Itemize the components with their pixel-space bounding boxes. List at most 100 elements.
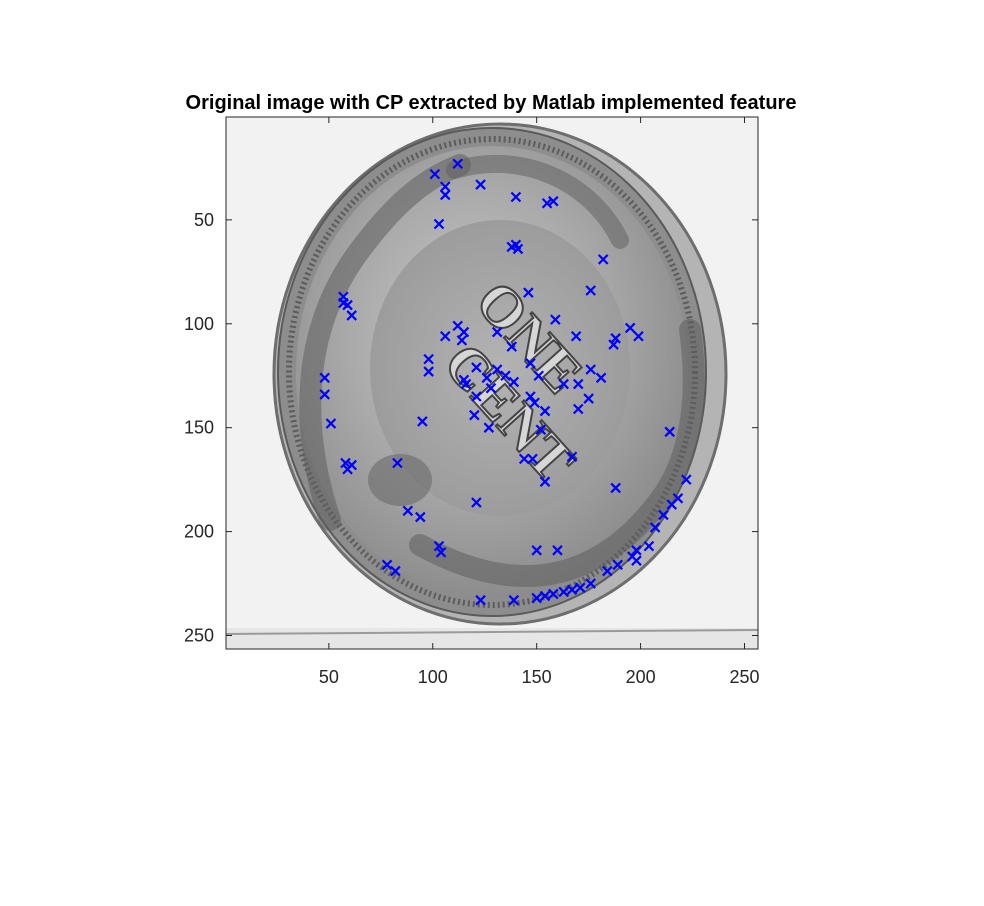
control-point-marker: [471, 391, 482, 402]
control-point-marker: [531, 592, 542, 604]
control-point-marker: [550, 314, 561, 325]
control-point-marker: [585, 578, 596, 589]
control-point-marker: [572, 403, 584, 415]
control-point-marker: [415, 511, 426, 523]
control-point-marker: [539, 590, 551, 602]
control-point-marker: [624, 322, 636, 334]
control-point-marker: [460, 378, 472, 390]
control-point-marker: [433, 540, 445, 552]
control-point-marker: [525, 391, 536, 402]
control-point-marker: [510, 191, 522, 203]
control-point-marker: [471, 362, 482, 373]
coin-image: ONE CENT: [226, 117, 758, 649]
control-point-marker: [610, 333, 621, 344]
x-tick-label: 100: [418, 667, 448, 687]
control-point-marker: [602, 565, 613, 577]
control-point-marker: [541, 197, 553, 209]
control-point-marker: [319, 389, 330, 400]
control-point-marker: [552, 545, 563, 556]
control-point-marker: [585, 364, 596, 375]
y-tick-label: 100: [184, 314, 214, 334]
control-point-marker: [583, 393, 594, 404]
x-tick-label: 200: [626, 667, 656, 687]
control-point-marker: [525, 357, 536, 369]
control-point-marker: [570, 330, 582, 342]
control-point-marker: [491, 364, 503, 375]
y-tick-label: 200: [184, 522, 214, 542]
control-point-marker: [429, 168, 441, 180]
y-tick-label: 150: [184, 418, 214, 438]
control-point-marker: [585, 285, 596, 296]
x-tick-label: 250: [729, 667, 759, 687]
control-point-marker: [491, 326, 503, 338]
control-point-marker: [485, 382, 497, 394]
control-point-marker: [512, 243, 524, 255]
control-point-marker: [535, 424, 547, 436]
control-point-marker: [475, 179, 486, 190]
control-point-marker: [508, 376, 520, 388]
control-point-marker: [566, 584, 578, 596]
control-point-marker: [346, 310, 358, 321]
chart-title: Original image with CP extracted by Matl…: [186, 92, 797, 114]
axis-ticks: 50 100 150 200 250 50 100 150 200 250: [184, 117, 760, 687]
control-point-marker: [649, 522, 661, 533]
control-point-marker: [458, 326, 470, 338]
control-point-marker: [531, 545, 542, 556]
control-point-marker: [439, 181, 451, 192]
control-point-marker: [439, 330, 451, 342]
control-point-marker: [346, 459, 358, 471]
control-point-marker: [506, 341, 518, 352]
control-point-marker: [533, 370, 545, 382]
control-point-marker: [319, 372, 330, 384]
control-point-marker: [572, 378, 584, 390]
control-point-marker: [527, 453, 538, 465]
control-point-marker: [664, 426, 675, 438]
control-point-marker: [575, 582, 586, 593]
control-point-marker: [402, 505, 414, 517]
control-point-marker: [566, 451, 578, 463]
control-point-marker: [452, 158, 463, 170]
control-point-marker: [608, 339, 619, 350]
control-point-marker: [433, 218, 445, 230]
control-point-marker: [483, 422, 495, 433]
x-tick-label: 150: [522, 667, 552, 687]
control-point-marker: [681, 474, 692, 485]
control-point-marker: [423, 353, 434, 365]
control-point-marker: [381, 559, 393, 571]
control-point-marker: [423, 366, 434, 377]
axes-box: [225, 116, 759, 650]
control-point-marker: [508, 594, 520, 606]
control-point-marker: [595, 372, 607, 384]
control-point-marker: [475, 594, 486, 606]
control-points: [319, 158, 692, 606]
control-point-marker: [456, 335, 468, 346]
control-point-marker: [481, 372, 493, 384]
control-point-marker: [539, 476, 551, 487]
control-point-marker: [390, 565, 401, 577]
control-point-marker: [631, 545, 642, 556]
control-point-marker: [340, 457, 351, 469]
control-point-marker: [417, 416, 428, 427]
x-tick-label: 50: [319, 667, 339, 687]
control-point-marker: [500, 370, 511, 382]
control-point-marker: [523, 287, 534, 298]
control-point-marker: [612, 559, 624, 571]
control-point-marker: [558, 586, 569, 598]
control-point-marker: [469, 409, 480, 421]
control-point-marker: [325, 418, 337, 429]
control-point-marker: [529, 397, 540, 409]
control-point-marker: [610, 482, 621, 494]
control-point-marker: [633, 330, 644, 342]
control-point-marker: [471, 497, 482, 508]
control-point-marker: [439, 189, 451, 201]
control-point-marker: [435, 547, 447, 558]
control-point-marker: [539, 405, 551, 417]
y-tick-label: 50: [194, 210, 214, 230]
control-point-marker: [658, 509, 669, 521]
control-point-marker: [392, 457, 403, 469]
y-tick-label: 250: [184, 625, 214, 645]
control-point-marker: [631, 555, 642, 566]
control-point-marker: [597, 254, 609, 265]
control-point-marker: [518, 453, 530, 465]
